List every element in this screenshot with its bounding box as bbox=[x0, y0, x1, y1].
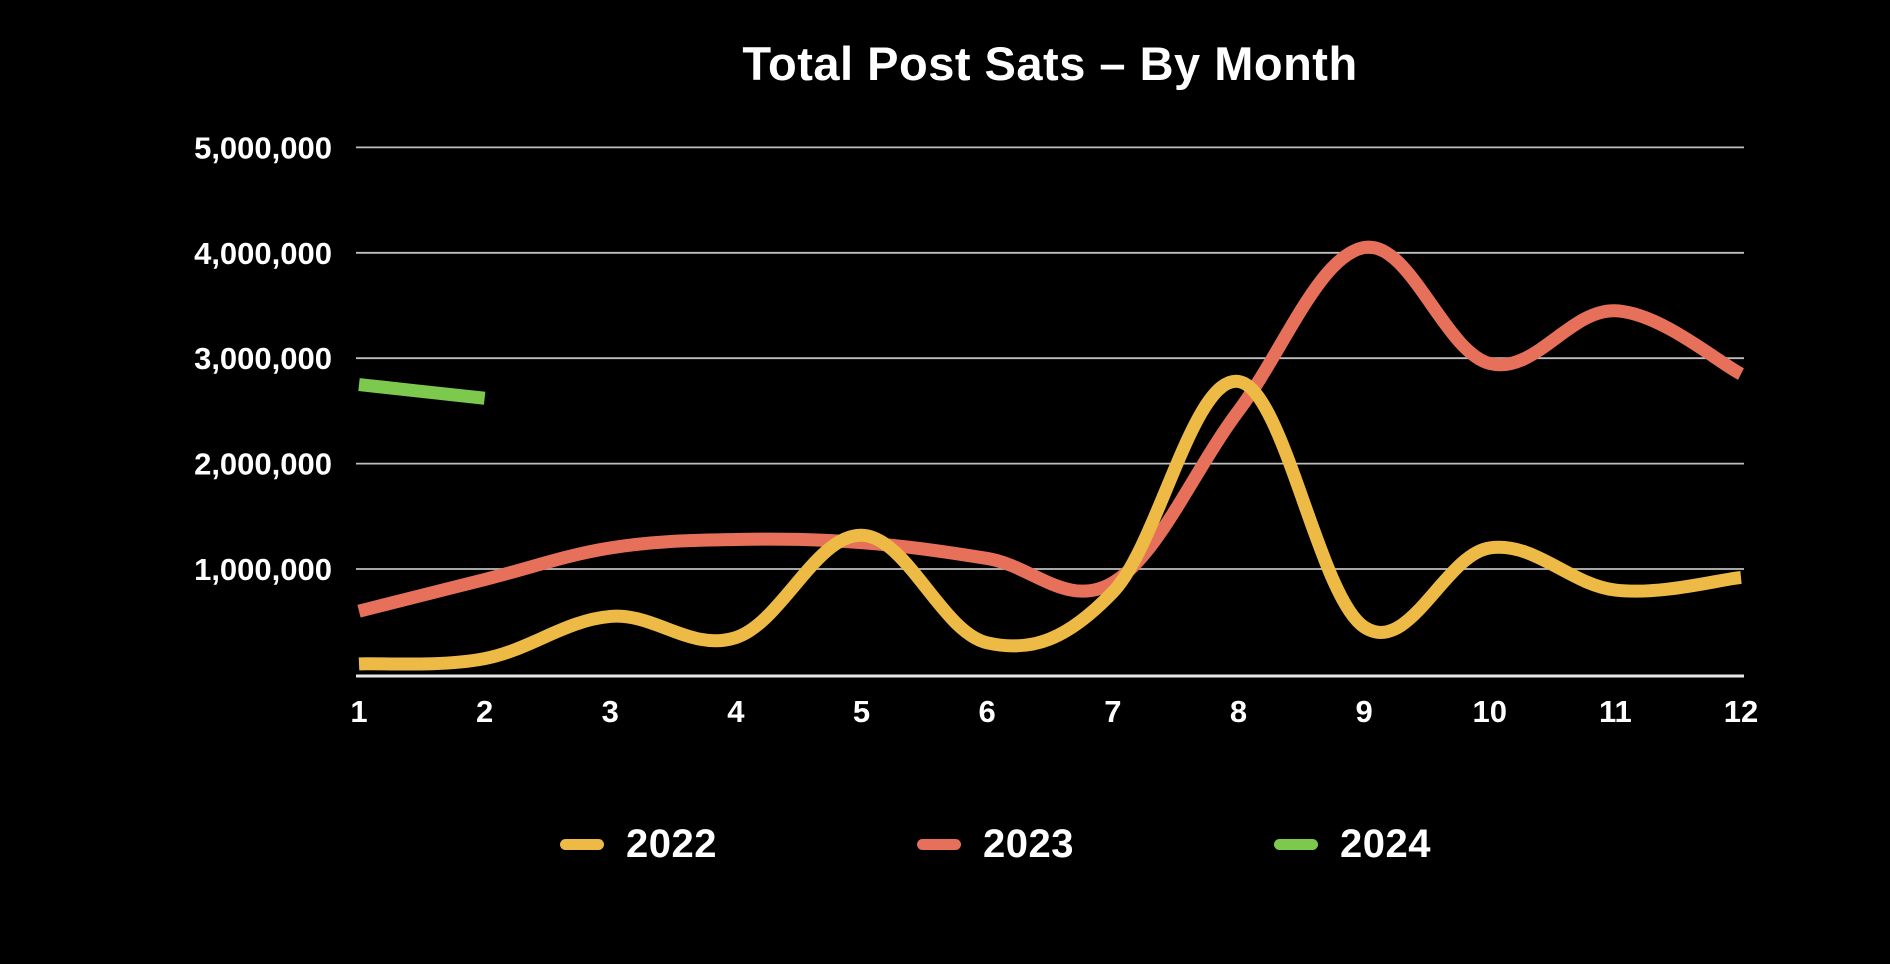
x-tick-label: 6 bbox=[979, 694, 996, 729]
legend-label-2022: 2022 bbox=[626, 822, 717, 866]
y-tick-label: 4,000,000 bbox=[194, 236, 332, 271]
legend-item-2023[interactable]: 2023 bbox=[916, 822, 1074, 867]
legend-item-2024[interactable]: 2024 bbox=[1273, 822, 1431, 867]
series-line-2023 bbox=[357, 240, 1745, 618]
y-tick-label: 5,000,000 bbox=[194, 130, 332, 165]
x-tick-label: 10 bbox=[1472, 694, 1506, 729]
series-line-2024 bbox=[358, 378, 486, 405]
x-tick-label: 8 bbox=[1230, 694, 1247, 729]
x-tick-label: 11 bbox=[1599, 694, 1632, 729]
x-tick-label: 3 bbox=[602, 694, 619, 729]
x-tick-label: 1 bbox=[350, 694, 367, 729]
x-tick-label: 12 bbox=[1724, 694, 1758, 729]
x-tick-label: 4 bbox=[727, 694, 745, 729]
y-tick-label: 2,000,000 bbox=[194, 447, 332, 482]
legend-swatch-2022 bbox=[560, 839, 604, 850]
y-tick-label: 3,000,000 bbox=[194, 341, 332, 376]
legend-swatch-2023 bbox=[916, 839, 961, 850]
chart-title: Total Post Sats – By Month bbox=[742, 37, 1358, 90]
x-tick-label: 9 bbox=[1355, 694, 1372, 729]
chart-legend: 2022 2023 2024 bbox=[560, 822, 1431, 867]
legend-item-2022[interactable]: 2022 bbox=[560, 822, 717, 867]
x-tick-label: 2 bbox=[476, 694, 493, 729]
x-tick-label: 7 bbox=[1104, 694, 1121, 729]
x-tick-label: 5 bbox=[853, 694, 870, 729]
legend-label-2024: 2024 bbox=[1339, 822, 1431, 866]
y-tick-label: 1,000,000 bbox=[194, 552, 332, 587]
legend-label-2023: 2023 bbox=[982, 822, 1074, 866]
series-line-2022 bbox=[358, 374, 1742, 671]
legend-swatch-2024 bbox=[1273, 839, 1318, 850]
